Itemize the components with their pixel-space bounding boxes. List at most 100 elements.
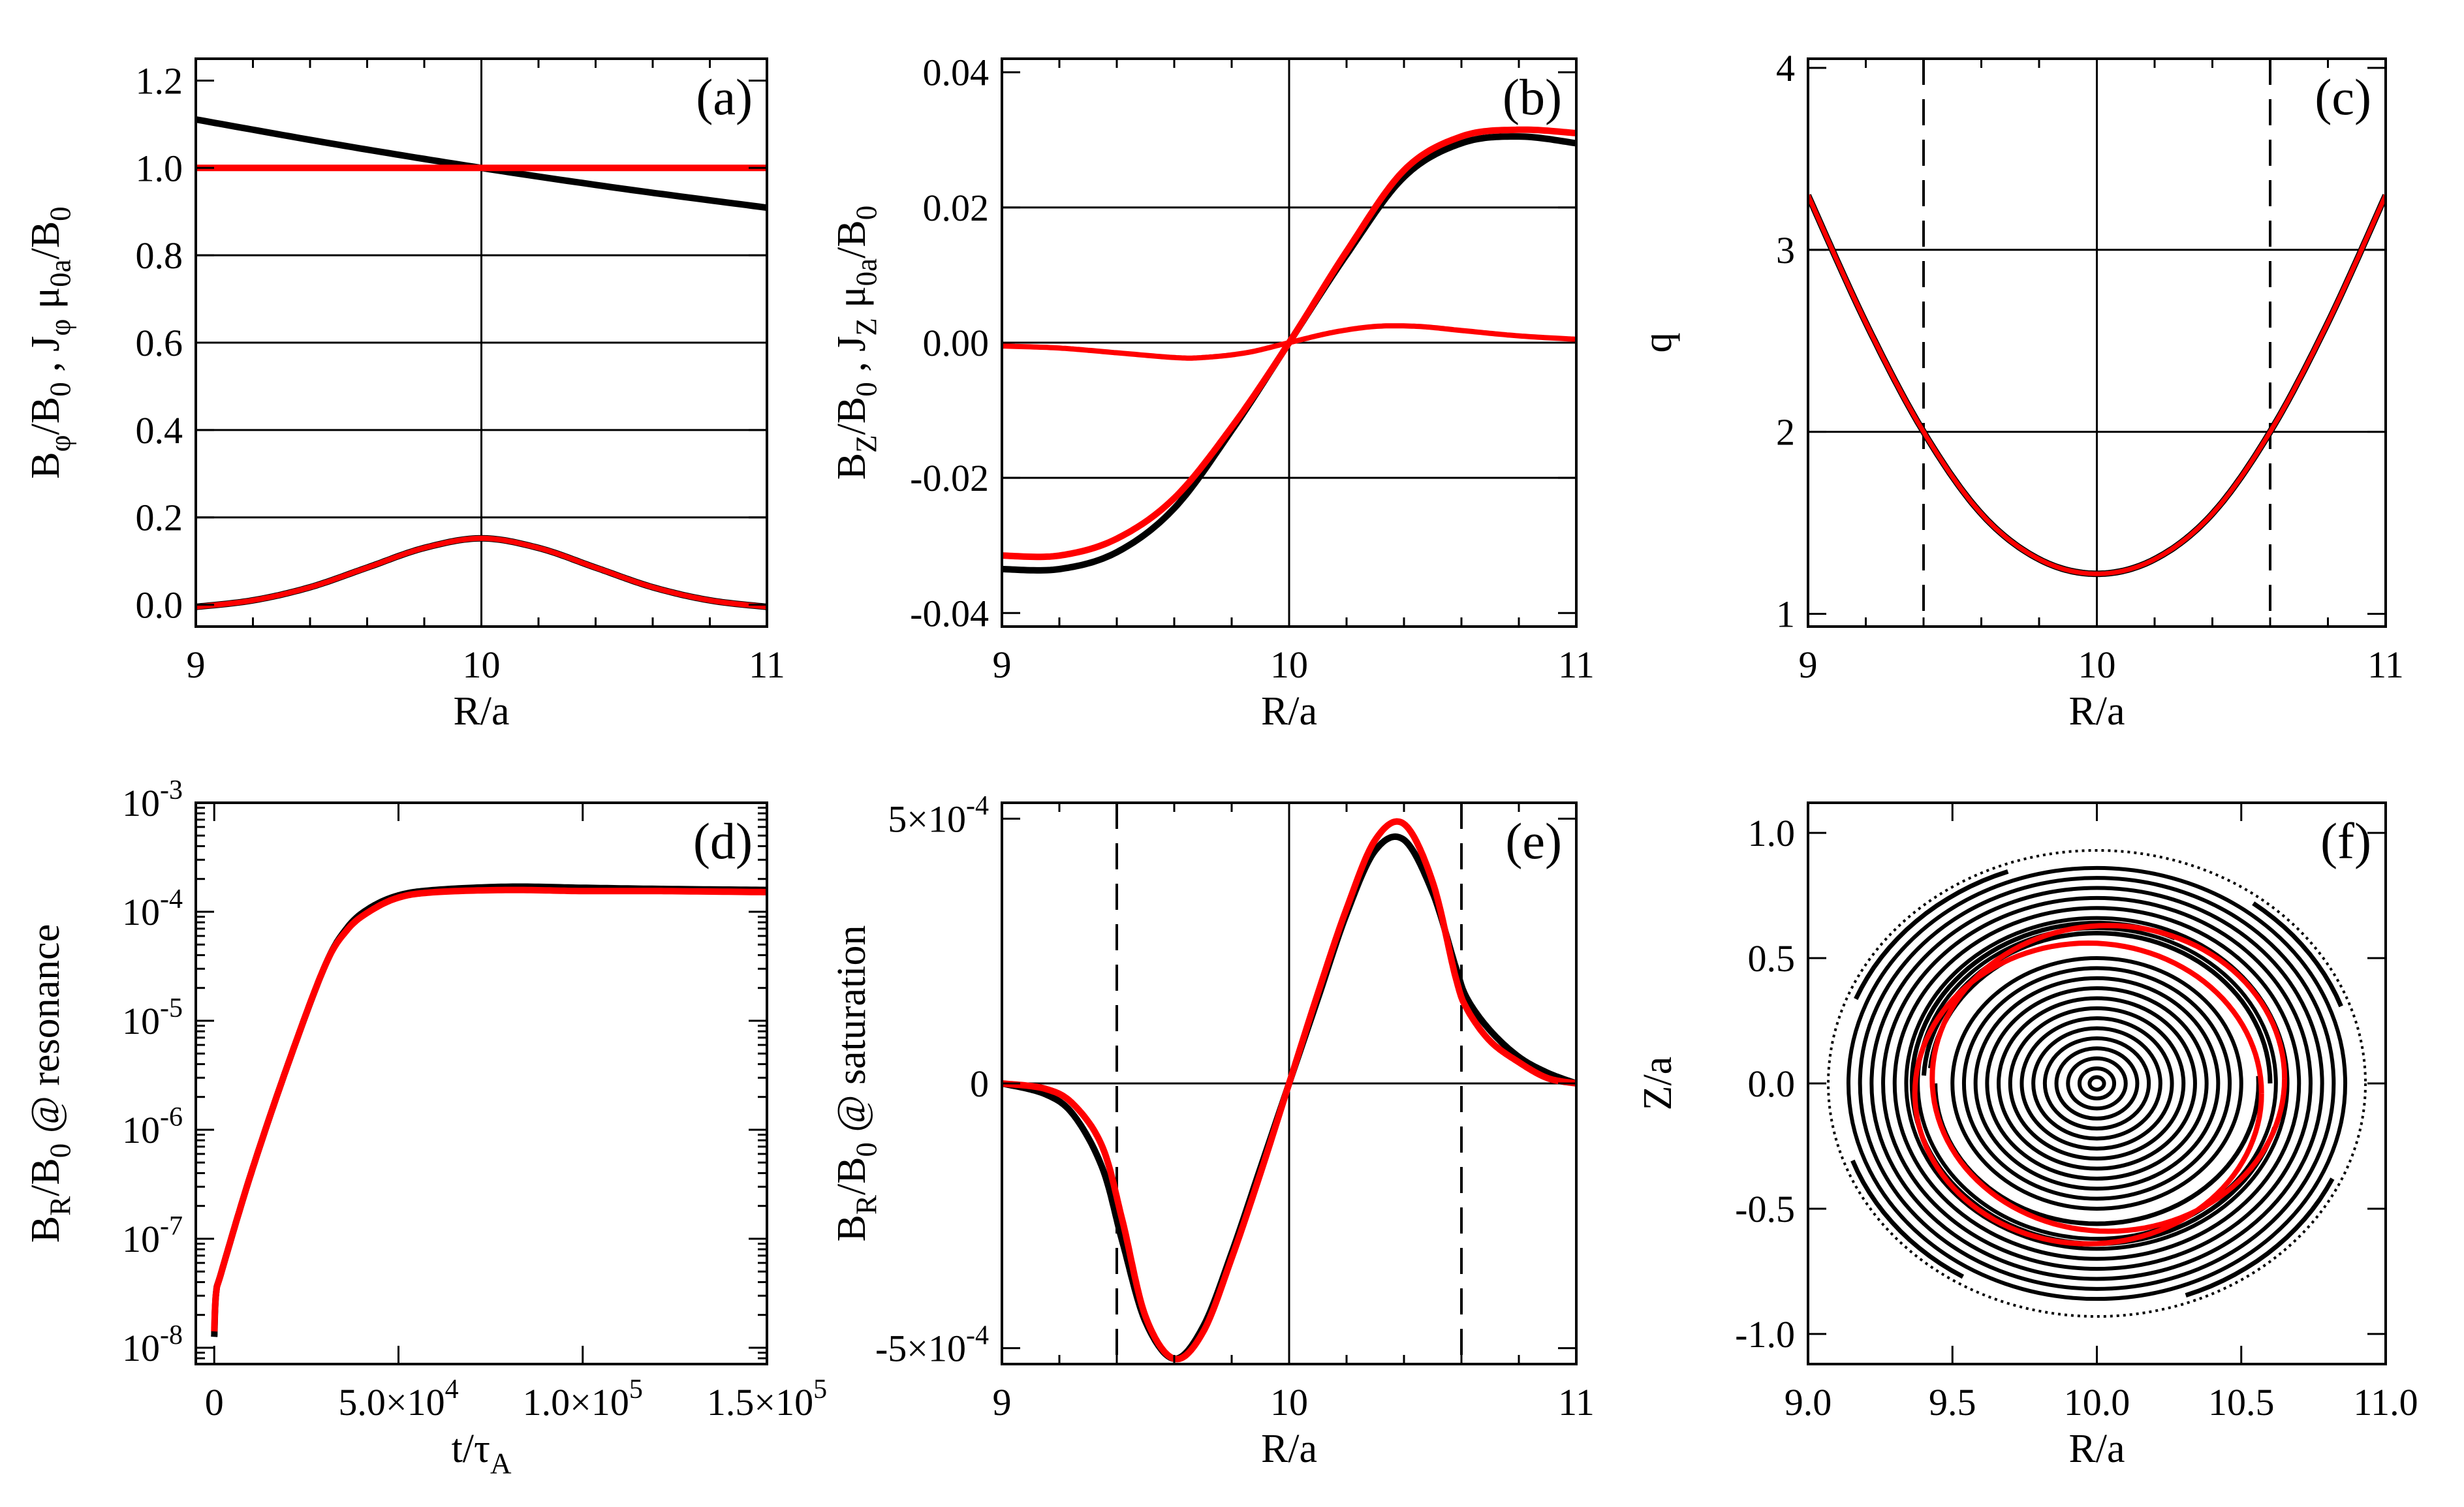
series-line-b-2 (1002, 323, 1576, 361)
y-tick-label: 3 (1776, 229, 1795, 272)
x-tick-label: 10 (2078, 644, 2116, 686)
x-tick-label: 1.5×105 (707, 1375, 827, 1423)
island-surface (1854, 869, 2009, 1001)
flux-surface (1881, 895, 2313, 1271)
flux-surface (2008, 1006, 2186, 1161)
flux-surface (1869, 886, 2324, 1281)
y-tick-label: 10-3 (122, 775, 183, 824)
y-tick-label: -0.5 (1735, 1188, 1795, 1230)
y-tick-label: 0.4 (136, 409, 183, 452)
x-tick-label: 9.5 (1929, 1381, 1976, 1423)
y-tick-label: 5×10-4 (888, 791, 989, 840)
flux-surface (1985, 986, 2209, 1181)
panel-b: 9 10 11 -0.04 -0.02 0.00 0.02 0.04 R/a BZ/B0 , JZ… (830, 52, 1595, 734)
flux-surface (2066, 1056, 2128, 1111)
panel-label: (b) (1503, 69, 1562, 125)
panel-f: 9.0 9.5 10.0 10.5 11.0 -1.0 -0.5 0.0 0.5 1.0 R/a Z/… (1636, 801, 2418, 1471)
y-axis-label: q (1636, 333, 1680, 353)
series-line-d-0 (211, 883, 767, 1339)
y-axis-label: BZ/B0 , JZ μ0a/B0 (830, 206, 882, 480)
x-tick-label: 10 (1270, 1381, 1308, 1423)
panel-label: (c) (2315, 69, 2371, 125)
flux-surface (1997, 996, 2197, 1171)
flux-surface (2042, 1036, 2151, 1131)
x-tick-label: 11.0 (2353, 1381, 2418, 1423)
y-axis-label: BR/B0 @ saturation (830, 925, 882, 1241)
y-tick-label: 1.0 (1748, 812, 1796, 854)
y-tick-label: 1.2 (136, 59, 183, 102)
y-tick-label: 0.0 (1748, 1063, 1796, 1105)
y-axis-label: Z/a (1636, 1057, 1680, 1111)
y-tick-label: -1.0 (1735, 1313, 1795, 1356)
y-axis-label: BR/B0 @ resonance (23, 924, 76, 1243)
y-tick-label: 0 (970, 1063, 989, 1105)
x-tick-label: 5.0×104 (338, 1375, 458, 1423)
flux-surface (1961, 966, 2232, 1201)
y-tick-label: -0.04 (910, 592, 989, 634)
y-tick-label: 10-6 (122, 1102, 183, 1151)
y-tick-label: 2 (1776, 411, 1795, 454)
x-tick-label: 10.0 (2064, 1381, 2130, 1423)
island-surface (1850, 1159, 1965, 1279)
y-tick-label: 0.04 (923, 52, 990, 94)
y-tick-label: 0.5 (1748, 937, 1796, 980)
x-tick-label: 11 (749, 644, 785, 686)
y-tick-label: 0.2 (136, 497, 183, 539)
x-tick-label: 10 (1270, 644, 1308, 686)
separatrix-red (1912, 940, 2264, 1247)
x-axis-label: R/a (1261, 689, 1317, 734)
flux-surface (1858, 876, 2336, 1291)
x-tick-label: 9 (993, 1381, 1012, 1423)
island-surface (2252, 901, 2343, 1008)
flux-surface (1904, 916, 2290, 1251)
boundary-dotted-circle (1826, 848, 2367, 1318)
flux-surface (1973, 976, 2221, 1191)
island-surface (2185, 1177, 2335, 1298)
x-tick-label: 9 (187, 644, 206, 686)
x-tick-label: 1.0×105 (523, 1375, 643, 1423)
panel-label: (e) (1505, 813, 1562, 869)
panel-label: (f) (2320, 813, 2371, 869)
flux-surface (2020, 1016, 2174, 1151)
y-tick-label: 0.6 (136, 322, 183, 364)
y-tick-label: 10-8 (122, 1320, 183, 1369)
x-tick-label: 9 (1799, 644, 1818, 686)
x-axis-label: R/a (2068, 1427, 2125, 1471)
panel-label: (d) (693, 813, 753, 869)
panel-e: 9 10 11 -5×10-4 0 5×10-4 R/a BR/B0 @ saturation… (830, 791, 1595, 1471)
series-line-d-1 (211, 886, 767, 1334)
flux-surface (2087, 1075, 2106, 1092)
x-tick-label: 11 (2367, 644, 2404, 686)
x-tick-label: 10.5 (2208, 1381, 2275, 1423)
y-tick-label: -5×10-4 (875, 1321, 989, 1370)
series-line-a-3 (196, 535, 767, 610)
x-tick-label: 11 (1558, 1381, 1595, 1423)
y-tick-label: 10-5 (122, 993, 183, 1042)
x-tick-label: 0 (205, 1381, 224, 1423)
x-tick-label: 9 (993, 644, 1012, 686)
panel-label: (a) (696, 69, 753, 125)
y-tick-label: 10-4 (122, 884, 183, 933)
flux-surface (2077, 1066, 2117, 1101)
y-axis-label: Bφ/B0 , Jφ μ0a/B0 (23, 206, 76, 478)
y-tick-label: 0.02 (923, 187, 990, 229)
flux-surface (1846, 865, 2348, 1301)
axes-frame (195, 801, 768, 1365)
x-tick-label: 9.0 (1785, 1381, 1832, 1423)
x-tick-label: 10 (463, 644, 501, 686)
y-tick-label: 0.8 (136, 234, 183, 277)
flux-surface (1892, 906, 2301, 1261)
series-line-e-1 (1002, 818, 1576, 1363)
x-axis-label: R/a (1261, 1427, 1317, 1471)
y-tick-label: -0.02 (910, 457, 989, 499)
flux-surface (2031, 1026, 2162, 1141)
x-axis-label: R/a (453, 689, 509, 734)
y-tick-label: 0.00 (923, 322, 990, 364)
x-axis-label: t/τA (452, 1427, 512, 1480)
y-tick-label: 1 (1776, 593, 1795, 635)
y-tick-label: 0.0 (136, 584, 183, 627)
y-tick-label: 1.0 (136, 147, 183, 189)
panel-a: 9 10 11 0.0 0.2 0.4 0.6 0.8 1.0 1.2 R/a Bφ/B0 , Jφ … (23, 57, 785, 734)
